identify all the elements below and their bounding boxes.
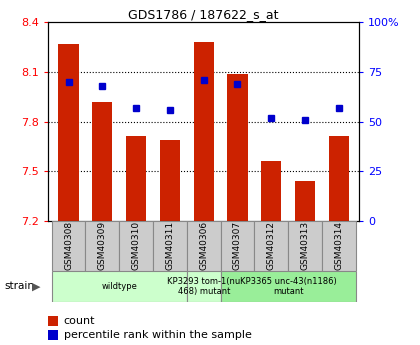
Title: GDS1786 / 187622_s_at: GDS1786 / 187622_s_at	[129, 8, 279, 21]
Bar	[194, 42, 214, 221]
Bar	[187, 221, 220, 271]
Bar	[58, 44, 79, 221]
Text: percentile rank within the sample: percentile rank within the sample	[64, 330, 252, 340]
Text: GSM40313: GSM40313	[301, 221, 310, 270]
Bar	[187, 271, 220, 302]
Bar	[227, 74, 248, 221]
Text: GSM40312: GSM40312	[267, 221, 276, 270]
Text: GSM40307: GSM40307	[233, 221, 242, 270]
Bar	[255, 221, 288, 271]
Bar	[126, 137, 146, 221]
Bar	[52, 221, 85, 271]
Bar	[220, 271, 356, 302]
Text: GSM40311: GSM40311	[165, 221, 174, 270]
Bar	[153, 221, 187, 271]
Text: KP3293 tom-1(nu
468) mutant: KP3293 tom-1(nu 468) mutant	[167, 277, 240, 296]
Text: KP3365 unc-43(n1186)
mutant: KP3365 unc-43(n1186) mutant	[240, 277, 336, 296]
Bar	[261, 161, 281, 221]
Text: GSM40310: GSM40310	[131, 221, 141, 270]
Text: count: count	[64, 316, 95, 326]
Text: ▶: ▶	[32, 282, 40, 291]
Bar	[52, 271, 187, 302]
Bar	[295, 181, 315, 221]
Bar	[92, 102, 113, 221]
Text: GSM40314: GSM40314	[334, 221, 343, 270]
Bar	[85, 221, 119, 271]
Text: GSM40306: GSM40306	[199, 221, 208, 270]
Text: GSM40309: GSM40309	[98, 221, 107, 270]
Text: strain: strain	[4, 282, 34, 291]
Bar	[160, 140, 180, 221]
Bar	[322, 221, 356, 271]
Bar	[220, 221, 255, 271]
Text: wildtype: wildtype	[101, 282, 137, 291]
Text: GSM40308: GSM40308	[64, 221, 73, 270]
Bar	[119, 221, 153, 271]
Bar	[288, 221, 322, 271]
Bar	[329, 137, 349, 221]
